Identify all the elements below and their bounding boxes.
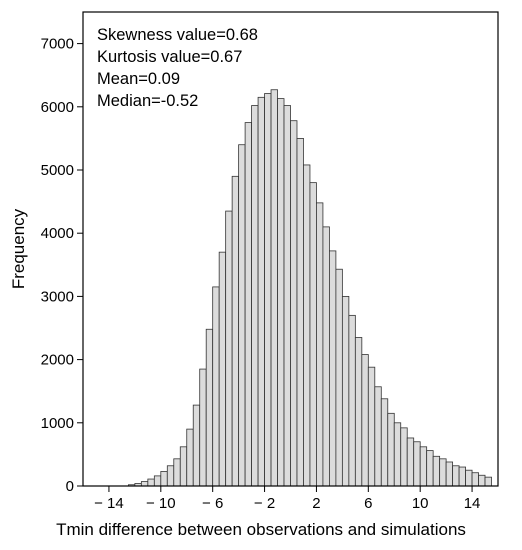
bars-group [127, 89, 492, 487]
histogram-bar [166, 465, 175, 487]
histogram-bar [296, 137, 304, 487]
y-tick-label: 5000 [41, 162, 74, 179]
y-tick-label: 3000 [41, 288, 74, 305]
y-tick-label: 4000 [41, 225, 74, 242]
histogram-bar [361, 354, 369, 487]
histogram-bar [244, 122, 252, 487]
x-tick-label: − 2 [254, 495, 275, 512]
histogram-bar [478, 474, 486, 487]
histogram-bar [471, 472, 479, 487]
plot-frame [82, 11, 499, 487]
x-tick-label: 6 [364, 495, 372, 512]
histogram-bar [439, 458, 447, 487]
x-tick-label: − 6 [202, 495, 223, 512]
histogram-bar [341, 295, 350, 487]
histogram-bar [283, 105, 291, 487]
y-tick-label: 1000 [41, 415, 74, 432]
histogram-bar [432, 455, 441, 487]
annotation-line: Skewness value=0.68 [97, 26, 258, 44]
histogram-bar [400, 427, 408, 487]
histogram-bar [270, 89, 278, 487]
histogram-bar [445, 461, 454, 487]
histogram-bar [218, 251, 227, 487]
histogram-bar [452, 465, 460, 487]
x-tick-label: 2 [312, 495, 320, 512]
histogram-bar [290, 120, 298, 487]
histogram-bar [309, 182, 317, 487]
histogram-bar [277, 98, 285, 487]
histogram-bar [205, 328, 214, 487]
histogram-bar [458, 466, 466, 487]
histogram-bar [251, 105, 259, 487]
histogram-bar [147, 478, 155, 487]
y-axis: 0 1000 2000 3000 4000 5000 6000 7000 [41, 36, 83, 495]
y-tick-label: 6000 [41, 99, 74, 116]
histogram-bar [406, 437, 415, 487]
histogram-bar [335, 268, 343, 487]
histogram-bar [348, 314, 356, 487]
histogram-bar [173, 458, 181, 487]
annotation-block: Skewness value=0.68 Kurtosis value=0.67 Me… [97, 26, 258, 110]
histogram-bar [380, 398, 389, 487]
x-tick-label: 10 [412, 495, 429, 512]
histogram-bar [160, 471, 168, 487]
histogram-bar [322, 226, 330, 487]
histogram-bar [393, 422, 402, 487]
x-axis-label: Tmin difference between observations and… [56, 520, 466, 539]
histogram-bar [367, 366, 376, 487]
histogram-bar [212, 286, 220, 487]
y-tick-label: 7000 [41, 36, 74, 53]
histogram-bar [231, 175, 240, 487]
x-tick-label: − 10 [146, 495, 176, 512]
histogram-bar [257, 96, 265, 487]
histogram-bar [264, 93, 272, 487]
histogram-bar [179, 446, 188, 487]
y-axis-label: Frequency [9, 208, 28, 289]
histogram-bar [316, 202, 324, 487]
histogram-bar [484, 476, 492, 487]
histogram-bar [199, 368, 207, 487]
histogram-bar [238, 144, 246, 487]
y-tick-label: 2000 [41, 352, 74, 369]
histogram-bar [387, 412, 395, 487]
x-axis: − 14 − 10 − 6 − 2 2 6 10 14 [94, 486, 480, 512]
histogram-bar [303, 164, 311, 487]
x-tick-label: − 14 [94, 495, 124, 512]
histogram-bar [413, 441, 421, 487]
histogram-bar [465, 469, 473, 487]
histogram-bar [354, 337, 363, 487]
histogram-bar [426, 450, 434, 487]
histogram-bar [186, 428, 194, 487]
histogram-bar [140, 481, 149, 487]
histogram-bar [374, 386, 382, 487]
histogram-bar [153, 475, 162, 487]
y-tick-label: 0 [66, 478, 74, 495]
histogram-bar [419, 446, 428, 487]
x-tick-label: 14 [464, 495, 481, 512]
annotation-line: Median=-0.52 [97, 92, 198, 110]
histogram-bar [192, 404, 201, 487]
histogram-bar [225, 210, 233, 487]
histogram-bar [329, 250, 337, 487]
annotation-line: Kurtosis value=0.67 [97, 48, 242, 66]
annotation-line: Mean=0.09 [97, 70, 180, 88]
